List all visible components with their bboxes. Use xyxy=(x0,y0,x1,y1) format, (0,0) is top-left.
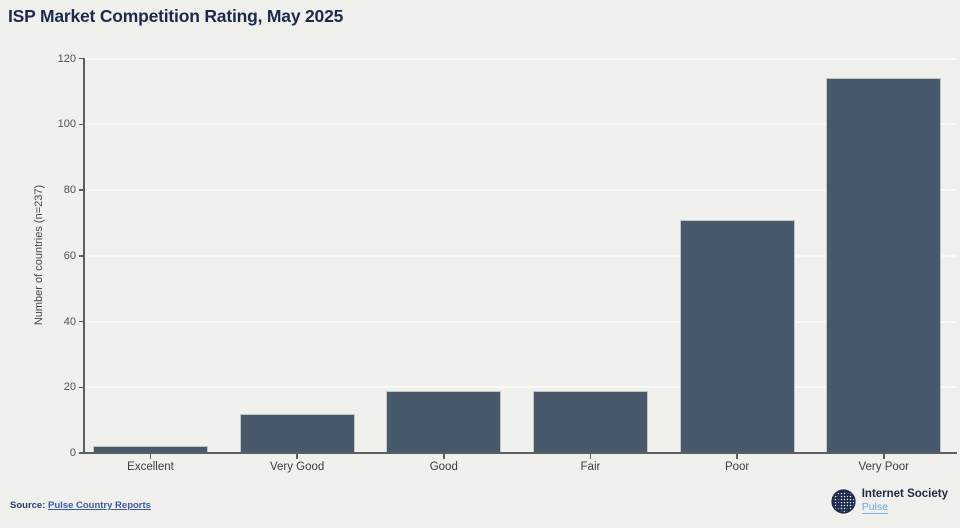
y-tick-label: 60 xyxy=(63,249,76,262)
x-tick xyxy=(736,454,738,459)
bar-excellent xyxy=(93,446,208,453)
bar-good xyxy=(386,390,502,453)
x-tick-label: Very Good xyxy=(269,461,325,473)
internet-society-globe-icon xyxy=(831,488,856,514)
bar-very-poor xyxy=(826,78,942,453)
x-tick-label: Excellent xyxy=(127,461,174,473)
y-tick-label: 0 xyxy=(69,447,76,459)
y-tick xyxy=(79,386,85,388)
gridline xyxy=(85,320,957,323)
gridline xyxy=(85,123,957,126)
y-tick-label: 120 xyxy=(57,52,76,65)
brand-text: Internet Society Pulse xyxy=(861,488,948,514)
x-tick-label: Poor xyxy=(724,461,750,473)
y-tick-label: 20 xyxy=(63,381,76,394)
y-tick xyxy=(79,320,85,323)
brand-product-link[interactable]: Pulse xyxy=(861,501,888,514)
x-axis-line xyxy=(83,452,957,454)
y-tick-label: 40 xyxy=(63,315,76,328)
x-tick-label: Good xyxy=(429,461,458,473)
y-tick-label: 100 xyxy=(57,118,76,131)
bar-poor xyxy=(679,219,795,453)
y-tick-label: 80 xyxy=(63,184,76,196)
bar-fair xyxy=(532,390,648,453)
brand-footer: Internet Society Pulse xyxy=(831,488,948,514)
source-label: Source: xyxy=(10,500,46,511)
gridline xyxy=(85,57,957,60)
source-line: Source: Pulse Country Reports xyxy=(10,500,151,511)
gridline xyxy=(85,189,957,191)
source-link[interactable]: Pulse Country Reports xyxy=(48,500,151,511)
y-tick xyxy=(79,189,85,191)
x-tick xyxy=(296,454,298,459)
x-tick xyxy=(443,454,445,459)
y-axis-line xyxy=(83,57,85,454)
gridline xyxy=(85,254,957,257)
x-tick-label: Very Poor xyxy=(858,461,910,473)
y-tick xyxy=(79,123,85,125)
x-tick-label: Fair xyxy=(580,461,601,473)
page-title: ISP Market Competition Rating, May 2025 xyxy=(8,6,344,26)
y-tick xyxy=(79,255,85,257)
brand-org: Internet Society xyxy=(861,488,948,500)
bar-very-good xyxy=(239,413,355,453)
y-tick xyxy=(79,57,85,60)
gridline xyxy=(85,386,957,389)
y-tick xyxy=(79,452,85,454)
x-tick xyxy=(149,454,152,459)
x-tick xyxy=(883,454,885,459)
x-tick xyxy=(589,454,592,459)
